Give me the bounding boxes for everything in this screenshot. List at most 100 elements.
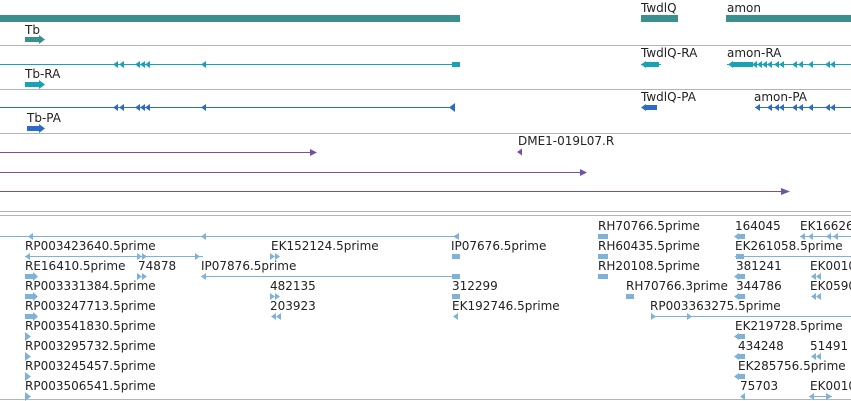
cdna-label[interactable]: RP003247713.5prime (25, 299, 156, 313)
cdna-label[interactable]: RP003423640.5prime (25, 239, 156, 253)
cdna-label[interactable]: 75703 (740, 379, 778, 393)
translation-label[interactable]: TwdlQ-PA (640, 90, 697, 104)
transcript-label[interactable]: Tb-RA (24, 67, 61, 81)
cdna-feature[interactable] (25, 292, 38, 301)
gene-label[interactable]: amon (727, 1, 761, 15)
transcript-feature[interactable] (25, 80, 45, 89)
cdna-feature[interactable] (25, 272, 38, 281)
translation-feature[interactable] (755, 104, 851, 111)
cdna-feature[interactable] (811, 273, 821, 280)
cdna-feature[interactable] (271, 313, 281, 320)
translation-feature[interactable] (27, 124, 45, 133)
cdna-label[interactable]: 482135 (270, 279, 316, 293)
cdna-label[interactable]: RP003506541.5prime (25, 379, 156, 393)
cdna-feature[interactable] (25, 392, 31, 401)
cdna-label[interactable]: EK152124.5prime (271, 239, 379, 253)
transcript-label[interactable]: TwdlQ-RA (640, 46, 698, 60)
cdna-label[interactable]: RH60435.5prime (598, 239, 700, 253)
cdna-feature[interactable] (809, 393, 832, 400)
cdna-feature[interactable] (0, 233, 459, 240)
cdna-feature[interactable] (25, 312, 38, 321)
cdna-feature[interactable] (651, 313, 851, 320)
gene-feature[interactable] (726, 15, 851, 22)
cdna-label[interactable]: RH70766.3prime (626, 279, 728, 293)
cdna-label[interactable]: 164045 (735, 219, 781, 233)
gene-label[interactable]: Tb (24, 23, 40, 37)
cdna-label[interactable]: RE16410.5prime (25, 259, 126, 273)
transcript-label[interactable]: amon-RA (727, 46, 782, 60)
cdna-label[interactable]: 312299 (452, 279, 498, 293)
cdna-feature[interactable] (734, 373, 745, 380)
cdna-feature[interactable] (25, 332, 31, 341)
cdna-label[interactable]: 51491 (810, 339, 848, 353)
cdna-label[interactable]: IP07876.5prime (201, 259, 296, 273)
cdna-label[interactable]: RP003541830.5prime (25, 319, 156, 333)
transcript-feature[interactable] (641, 61, 661, 68)
est-feature[interactable] (517, 148, 522, 156)
cdna-label[interactable]: EK219728.5prime (735, 319, 843, 333)
cdna-label[interactable]: EK285756.5prime (738, 359, 846, 373)
cdna-feature[interactable] (740, 393, 745, 400)
transcript-feature[interactable] (0, 61, 460, 68)
cdna-feature[interactable] (453, 313, 458, 320)
cdna-feature[interactable] (598, 254, 608, 259)
cdna-label[interactable]: 74878 (138, 259, 176, 273)
cdna-label[interactable]: EK0590 (810, 279, 851, 293)
translation-feature[interactable] (0, 103, 455, 112)
cdna-feature[interactable] (626, 294, 634, 299)
cdna-feature[interactable] (452, 294, 460, 299)
cdna-label[interactable]: RH70766.5prime (598, 219, 700, 233)
est-label[interactable]: DME1-019L07.R (518, 134, 614, 148)
transcript-track: Tb-RA TwdlQ-RA amon-RA (0, 46, 851, 89)
cdna-feature[interactable] (734, 333, 745, 340)
cdna-feature[interactable] (25, 352, 31, 361)
cdna-label[interactable]: EK0010 (810, 259, 851, 273)
cdna-feature[interactable] (270, 253, 280, 260)
est-feature[interactable] (0, 169, 587, 176)
translation-feature[interactable] (641, 104, 657, 111)
cdna-feature[interactable] (270, 293, 280, 300)
cdna-label[interactable]: RP003245457.5prime (25, 359, 156, 373)
translation-label[interactable]: amon-PA (754, 90, 808, 104)
cdna-label[interactable]: RP003295732.5prime (25, 339, 156, 353)
translation-label[interactable]: Tb-PA (26, 111, 62, 125)
cdna-feature[interactable] (734, 293, 745, 300)
cdna-feature[interactable] (25, 372, 31, 381)
cdna-feature[interactable] (811, 353, 821, 360)
est-feature[interactable] (0, 188, 790, 195)
cdna-label[interactable]: RP003331384.5prime (25, 279, 156, 293)
cdna-feature[interactable] (598, 274, 608, 279)
gene-track: Tb TwdlQ amon (0, 1, 851, 44)
cdna-label[interactable]: EK192746.5prime (452, 299, 560, 313)
cdna-label[interactable]: IP07676.5prime (451, 239, 546, 253)
gene-label[interactable]: TwdlQ (640, 1, 677, 15)
cdna-label[interactable]: EK16626 (800, 219, 851, 233)
cdna-feature[interactable] (734, 273, 745, 280)
cdna-feature[interactable] (800, 233, 851, 240)
transcript-feature[interactable] (727, 61, 851, 68)
cdna-label[interactable]: RP003363275.5prime (650, 299, 781, 313)
cdna-feature[interactable] (734, 353, 745, 360)
gene-feature[interactable] (641, 15, 678, 22)
cdna-label[interactable]: 381241 (736, 259, 782, 273)
gene-feature[interactable] (25, 35, 45, 44)
cdna-track (0, 233, 851, 401)
cdna-label[interactable]: 344786 (736, 279, 782, 293)
cdna-label[interactable]: EK0010 (810, 379, 851, 393)
cdna-feature[interactable] (201, 273, 460, 280)
cdna-label[interactable]: 434248 (738, 339, 784, 353)
cdna-label[interactable]: EK261058.5prime (735, 239, 843, 253)
cdna-feature[interactable] (25, 253, 203, 260)
cdna-labels: RH70766.5prime 164045 EK16626 RP00342364… (25, 219, 851, 393)
est-feature[interactable] (0, 149, 317, 156)
cdna-feature[interactable] (735, 254, 851, 259)
gene-feature[interactable] (0, 15, 460, 22)
cdna-label[interactable]: RH20108.5prime (598, 259, 700, 273)
cdna-feature[interactable] (452, 254, 460, 259)
cdna-label[interactable]: 203923 (270, 299, 316, 313)
cdna-feature[interactable] (598, 234, 608, 239)
cdna-feature[interactable] (734, 233, 745, 240)
cdna-feature[interactable] (137, 273, 147, 280)
cdna-feature[interactable] (811, 293, 821, 300)
